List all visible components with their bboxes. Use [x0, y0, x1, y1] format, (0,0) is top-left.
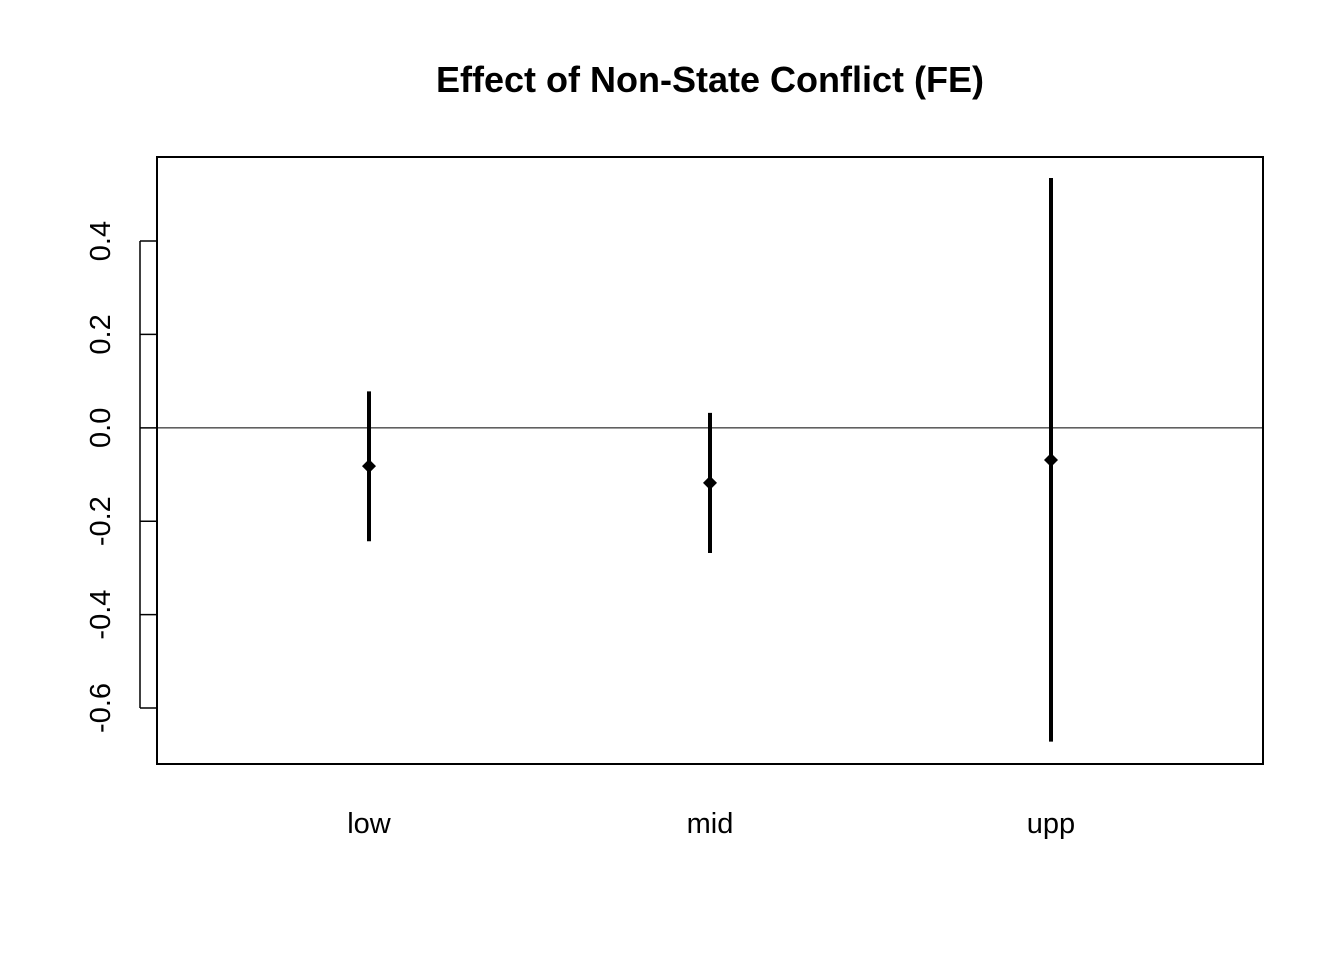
x-axis-labels: low mid upp [347, 808, 1075, 840]
y-tick-label: 0.2 [85, 314, 117, 354]
x-category-label: mid [687, 808, 734, 840]
point-estimate-upp [1044, 453, 1058, 468]
y-tick-label: -0.6 [85, 683, 117, 733]
point-estimate-mid [703, 475, 717, 490]
plot-frame [156, 156, 1264, 765]
y-tick-label: -0.4 [85, 590, 117, 640]
y-tick-label: 0.4 [85, 221, 117, 261]
x-category-label: low [347, 808, 392, 840]
y-tick-label: 0.0 [85, 408, 117, 448]
y-axis: -0.6 -0.4 -0.2 0.0 0.2 0.4 [85, 221, 157, 733]
y-tick-label: -0.2 [85, 496, 117, 546]
chart-title: Effect of Non-State Conflict (FE) [436, 59, 984, 100]
point-estimate-low [362, 459, 376, 474]
plot-marks [157, 178, 1263, 742]
x-category-label: upp [1027, 808, 1075, 840]
